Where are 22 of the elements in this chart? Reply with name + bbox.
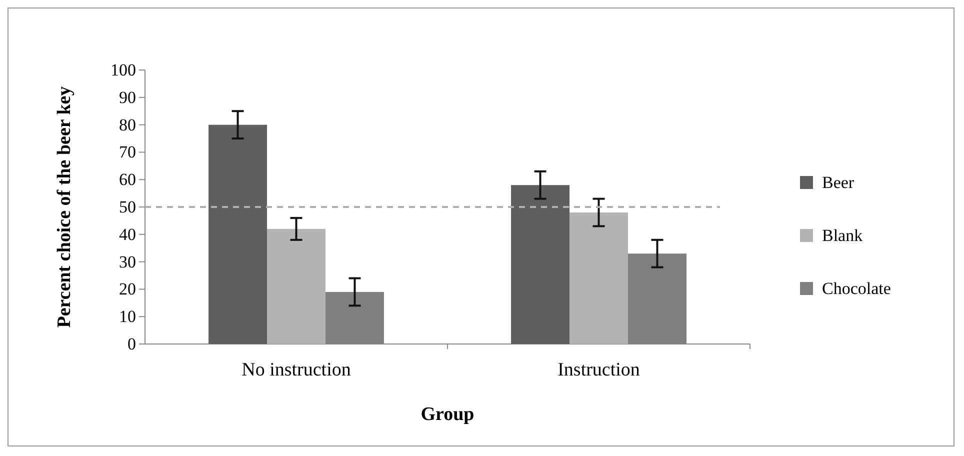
y-tick-label: 60	[119, 170, 136, 190]
y-tick-label: 0	[128, 334, 136, 354]
y-tick-label: 90	[119, 88, 136, 107]
y-tick-label: 40	[119, 224, 136, 244]
y-tick-label: 80	[119, 115, 136, 134]
legend-label: Blank	[822, 226, 864, 245]
bar	[267, 228, 326, 344]
y-tick-label: 70	[119, 142, 136, 162]
bar	[511, 185, 570, 344]
x-tick-label: Instruction	[558, 359, 640, 380]
legend-label: Beer	[822, 173, 854, 192]
bar	[208, 124, 268, 344]
bar	[570, 212, 628, 344]
y-tick-label: 50	[119, 197, 136, 216]
y-tick-label: 20	[119, 280, 136, 299]
x-axis-title: Group	[420, 404, 474, 425]
y-tick-label: 10	[119, 307, 136, 326]
y-tick-label: 100	[110, 60, 136, 80]
x-tick-label: No instruction	[242, 359, 352, 380]
y-axis-title: Percent choice of the beer key	[54, 86, 75, 328]
legend-label: Chocolate	[822, 279, 891, 298]
y-tick-label: 30	[119, 252, 136, 272]
